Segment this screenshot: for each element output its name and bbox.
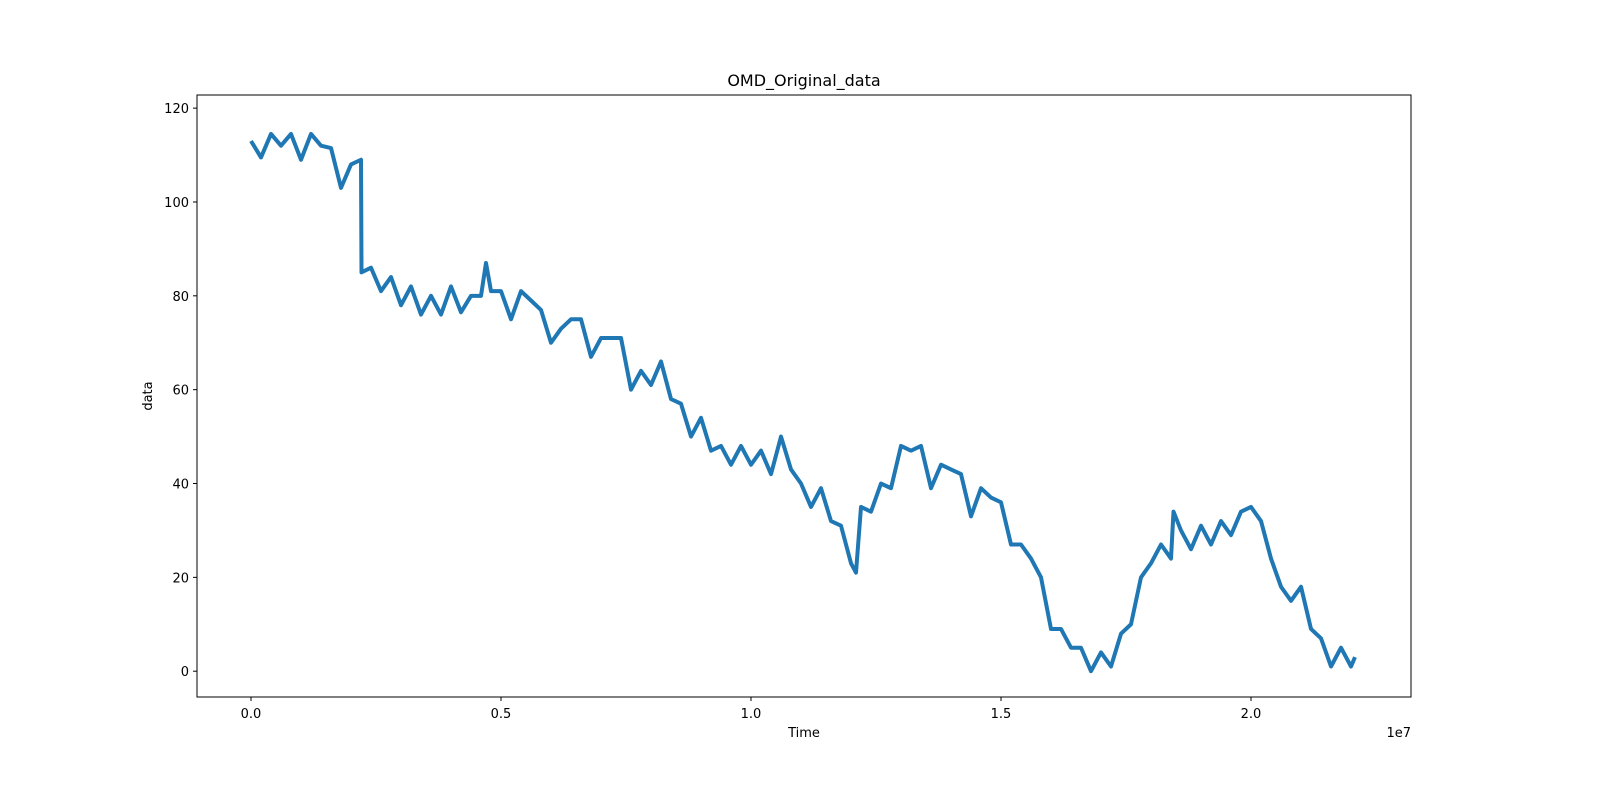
y-tick-label: 40 (172, 478, 189, 493)
x-tick-label: 1.0 (741, 707, 762, 722)
data-line (249, 131, 1357, 674)
y-tick-label: 120 (164, 102, 189, 117)
x-tick-label: 1.5 (991, 707, 1012, 722)
y-tick-label: 80 (172, 290, 189, 305)
x-offset-label: 1e7 (1386, 726, 1411, 741)
y-tick-label: 0 (181, 665, 189, 680)
y-tick-label: 100 (164, 196, 189, 211)
y-tick-label: 60 (172, 384, 189, 399)
x-tick-label: 0.0 (241, 707, 262, 722)
x-tick-label: 2.0 (1241, 707, 1262, 722)
chart-title: OMD_Original_data (727, 71, 880, 91)
x-tick-label: 0.5 (491, 707, 512, 722)
plot-frame (196, 94, 1412, 698)
y-tick-label: 20 (172, 571, 189, 586)
y-axis-label: data (141, 381, 156, 410)
x-axis-label: Time (787, 726, 820, 741)
